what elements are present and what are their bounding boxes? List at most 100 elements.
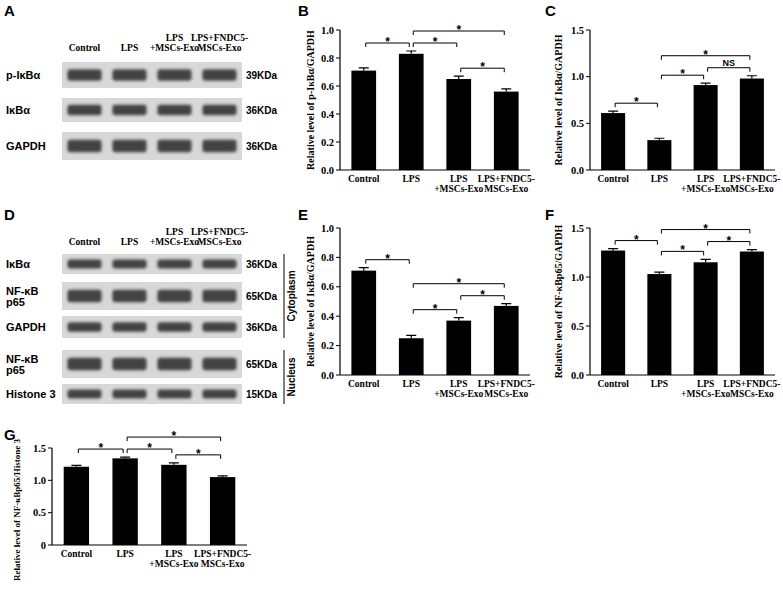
text-line: Histone 3 bbox=[6, 388, 56, 400]
text-line: F bbox=[545, 206, 554, 223]
text-line: LPS bbox=[121, 237, 138, 247]
text-line: 0 bbox=[41, 540, 46, 551]
text-line: * bbox=[703, 222, 708, 236]
y-tick bbox=[586, 277, 590, 278]
y-axis bbox=[589, 30, 590, 170]
text-line: 36KDa bbox=[246, 141, 278, 152]
blot-band bbox=[112, 290, 146, 302]
text-line: 0.8 bbox=[321, 53, 334, 64]
kda-label: 15KDa bbox=[246, 389, 278, 400]
y-tick-label: 1.0 bbox=[321, 223, 334, 234]
text-line: 1.5 bbox=[33, 443, 46, 454]
significance-label: * bbox=[634, 95, 639, 109]
text-line: MSCs-Exo bbox=[198, 237, 242, 247]
y-axis-label: Relative level of IκBα/GAPDH bbox=[305, 236, 316, 367]
blot-band bbox=[112, 322, 146, 332]
blot-band bbox=[112, 105, 146, 116]
error-bar bbox=[608, 111, 618, 113]
y-tick bbox=[586, 123, 590, 124]
text-line: MSCs-Exo bbox=[198, 43, 242, 53]
blot-strip bbox=[62, 282, 242, 310]
y-tick bbox=[336, 345, 340, 346]
text-line: +MSCs-Exo bbox=[434, 389, 483, 399]
panel-letter: D bbox=[4, 206, 15, 223]
text-line: * bbox=[703, 48, 708, 62]
text-line: LPS bbox=[166, 227, 183, 237]
blot-band bbox=[157, 290, 191, 302]
blot-strip bbox=[62, 62, 242, 88]
group-label: Cytoplasm bbox=[286, 270, 297, 321]
category-label: Control bbox=[61, 549, 93, 559]
bar bbox=[494, 92, 519, 170]
kda-label: 39KDa bbox=[246, 70, 278, 81]
text-line: LPS bbox=[450, 174, 467, 184]
row-label: IκBα bbox=[6, 258, 30, 270]
y-tick bbox=[48, 545, 52, 546]
text-line: * bbox=[385, 252, 390, 266]
bar bbox=[694, 85, 718, 170]
text-line: 0.0 bbox=[321, 165, 334, 176]
text-line: LPS bbox=[697, 379, 714, 389]
text-line: 0.5 bbox=[571, 321, 584, 332]
y-tick bbox=[586, 76, 590, 77]
error-bar bbox=[218, 476, 228, 477]
blot-band bbox=[202, 105, 236, 116]
bar bbox=[601, 113, 625, 170]
y-tick-label: 0.5 bbox=[33, 507, 46, 518]
y-axis bbox=[339, 228, 340, 375]
western-blot: ControlLPSLPS+MSCs-ExoLPS+FNDC5-MSCs-Exo… bbox=[6, 227, 297, 404]
text-line: 65KDa bbox=[246, 359, 278, 370]
significance-label: NS bbox=[722, 58, 735, 68]
text-line: * bbox=[680, 67, 685, 81]
category-label: LPS+FNDC5-MSCs-Exo bbox=[723, 174, 780, 194]
text-line: * bbox=[98, 441, 103, 455]
category-label: LPS+FNDC5-MSCs-Exo bbox=[478, 174, 535, 194]
text-line: LPS bbox=[651, 379, 668, 389]
significance-label: * bbox=[480, 288, 485, 302]
text-line: 1.0 bbox=[321, 25, 334, 36]
category-label: LPS+FNDC5-MSCs-Exo bbox=[478, 379, 535, 399]
significance-label: * bbox=[480, 60, 485, 74]
y-axis-label: Relative level of NF-κBp65/Histone 3 bbox=[12, 439, 22, 581]
error-bar bbox=[501, 304, 511, 306]
blot-band bbox=[112, 390, 146, 399]
text-line: LPS bbox=[450, 379, 467, 389]
error-bar bbox=[654, 272, 664, 274]
category-label: Control bbox=[597, 174, 629, 184]
y-tick-label: 0.5 bbox=[571, 321, 584, 332]
plot-marks bbox=[601, 76, 764, 170]
text-line: MSCs-Exo bbox=[484, 389, 528, 399]
text-line: MSCs-Exo bbox=[484, 184, 528, 194]
text-line: * bbox=[456, 23, 461, 37]
significance-label: * bbox=[703, 48, 708, 62]
row-label: p-IκBα bbox=[6, 69, 41, 81]
text-line: 1.5 bbox=[571, 25, 584, 36]
text-line: IκBα bbox=[6, 104, 30, 116]
x-axis bbox=[590, 169, 775, 170]
blot-band bbox=[67, 290, 101, 302]
figure: ABCDEFGControlLPSLPS+MSCs-ExoLPS+FNDC5-M… bbox=[0, 0, 783, 600]
significance-bracket bbox=[708, 68, 750, 72]
text-line: LPS+FNDC5- bbox=[478, 379, 535, 389]
text-line: LPS+FNDC5- bbox=[191, 227, 248, 237]
text-line: LPS bbox=[121, 43, 138, 53]
text-line: Control bbox=[348, 174, 380, 184]
category-label: LPS+MSCs-Exo bbox=[149, 549, 198, 569]
text-line: LPS+FNDC5- bbox=[191, 33, 248, 43]
blot-band bbox=[67, 105, 101, 116]
blot-strip bbox=[62, 350, 242, 378]
text-line: LPS bbox=[697, 174, 714, 184]
text-line: 0.0 bbox=[321, 370, 334, 381]
row-label: GAPDH bbox=[6, 140, 46, 152]
text-line: LPS bbox=[651, 174, 668, 184]
text-line: LPS bbox=[116, 549, 133, 559]
kda-label: 36KDa bbox=[246, 322, 278, 333]
blot-band bbox=[157, 69, 191, 80]
blot-band bbox=[157, 358, 191, 370]
y-tick-label: 0.2 bbox=[321, 340, 334, 351]
text-line: 36KDa bbox=[246, 322, 278, 333]
y-tick-label: 0.0 bbox=[321, 165, 334, 176]
y-axis-label: Relative level of NF-κBp65/GAPDH bbox=[553, 224, 564, 378]
text-line: +MSCs-Exo bbox=[150, 43, 199, 53]
text-line: p65 bbox=[6, 364, 25, 376]
